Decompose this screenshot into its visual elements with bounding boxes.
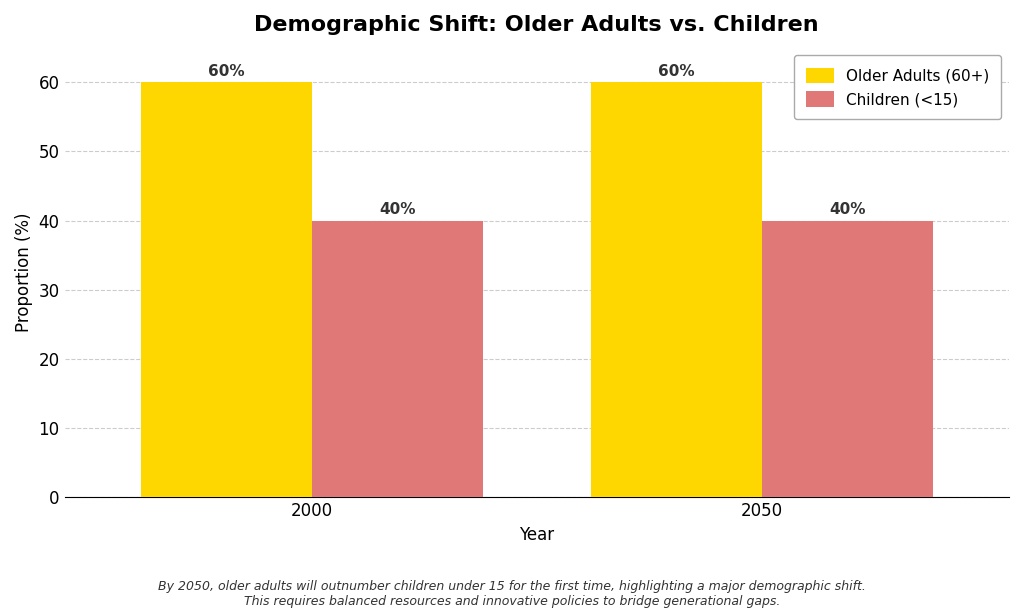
Legend: Older Adults (60+), Children (<15): Older Adults (60+), Children (<15) — [794, 55, 1001, 119]
Text: 60%: 60% — [657, 64, 694, 79]
Bar — [591, 82, 762, 497]
Text: 40%: 40% — [379, 202, 416, 217]
Bar — [141, 82, 312, 497]
X-axis label: Year: Year — [519, 526, 554, 544]
Y-axis label: Proportion (%): Proportion (%) — [15, 212, 33, 332]
Title: Demographic Shift: Older Adults vs. Children: Demographic Shift: Older Adults vs. Chil… — [254, 15, 819, 35]
Bar — [762, 220, 933, 497]
Text: By 2050, older adults will outnumber children under 15 for the first time, highl: By 2050, older adults will outnumber chi… — [158, 580, 866, 608]
Text: 60%: 60% — [208, 64, 245, 79]
Text: 40%: 40% — [828, 202, 865, 217]
Bar — [312, 220, 482, 497]
